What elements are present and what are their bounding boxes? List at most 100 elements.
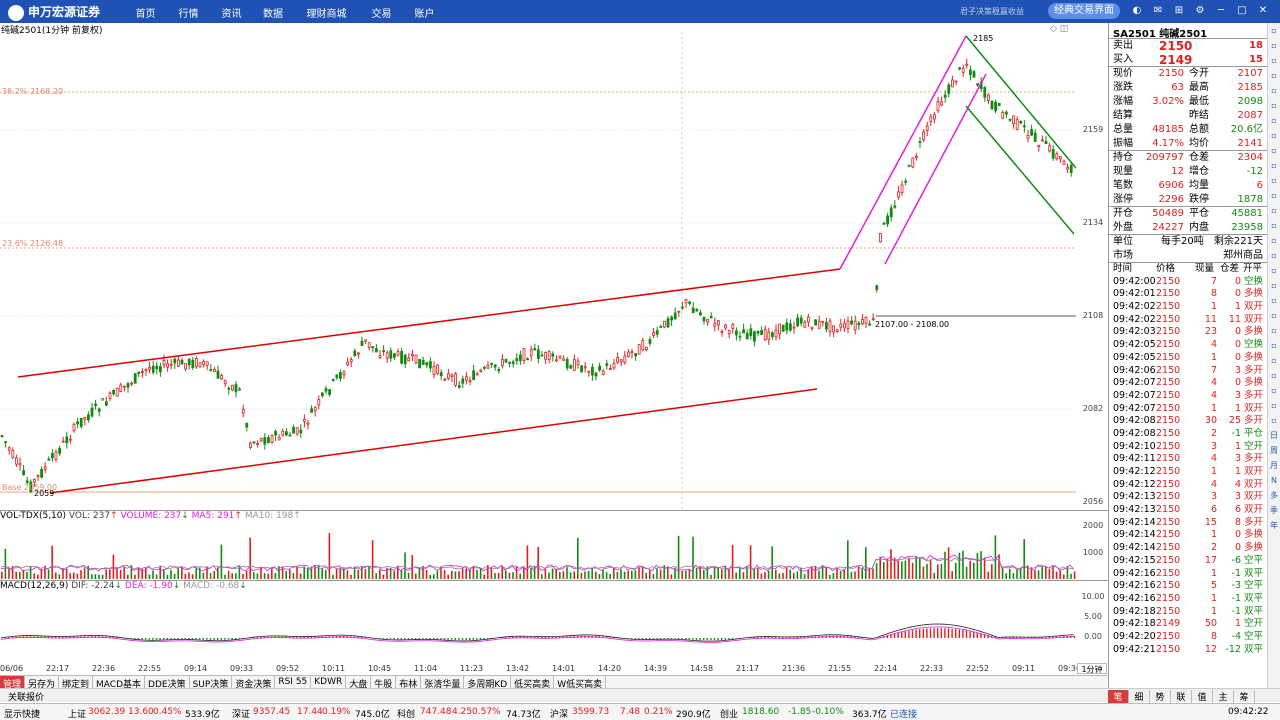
candle-body — [33, 479, 36, 483]
tool-icon[interactable]: ▫ — [1271, 371, 1277, 380]
period-shortcut[interactable]: 周 — [1270, 446, 1278, 455]
quote-cell: 总量 — [1113, 124, 1133, 135]
candle-body — [198, 362, 202, 368]
tool-icon[interactable]: ▫ — [1271, 296, 1277, 305]
quote-cell: 总额 — [1189, 124, 1209, 135]
indicator-tab[interactable]: 多周期KD — [464, 676, 512, 690]
tool-icon[interactable]: ▫ — [1271, 221, 1277, 230]
tool-icon[interactable]: ▫ — [1271, 26, 1277, 35]
tool-icon[interactable]: ▫ — [1271, 116, 1277, 125]
email-icon[interactable]: ✉ — [1153, 5, 1163, 16]
candle-body — [796, 317, 799, 327]
detail-tab[interactable]: 值 — [1192, 690, 1213, 703]
nav-trade[interactable]: 交易 — [371, 9, 392, 20]
indicator-tab[interactable]: KDWR — [311, 676, 347, 688]
volume-bar — [1073, 571, 1076, 579]
indicator-tab[interactable]: 管理 — [0, 676, 26, 690]
tick-cell: 3 — [1234, 453, 1241, 465]
indicator-tab[interactable]: 另存为 — [25, 676, 60, 690]
tool-icon[interactable]: ▫ — [1271, 161, 1277, 170]
tool-icon[interactable]: ▫ — [1271, 191, 1277, 200]
indicator-tab[interactable]: 张清华量 — [421, 676, 465, 690]
tool-icon[interactable]: ▫ — [1271, 416, 1277, 425]
tool-icon[interactable]: ▫ — [1271, 401, 1277, 410]
sz-name[interactable]: 深证 — [232, 710, 251, 720]
tool-icon[interactable]: ▫ — [1271, 56, 1277, 65]
tool-icon[interactable]: ▫ — [1271, 131, 1277, 140]
detail-tab[interactable]: 细 — [1129, 690, 1150, 703]
tick-cell: 4 — [1210, 453, 1217, 465]
tool-icon[interactable]: ▫ — [1271, 386, 1277, 395]
close-icon[interactable]: ✕ — [1258, 5, 1268, 16]
volume-bar — [490, 567, 493, 579]
tool-icon[interactable]: ▫ — [1271, 206, 1277, 215]
period-shortcut[interactable]: 日 — [1270, 431, 1278, 440]
tool-icon[interactable]: ▫ — [1271, 341, 1277, 350]
nav-news[interactable]: 资讯 — [221, 9, 242, 20]
indicator-tab[interactable]: RSI 55 — [275, 676, 312, 688]
indicator-tab[interactable]: DDE决策 — [145, 676, 190, 690]
indicator-tab[interactable]: W低买高卖 — [554, 676, 607, 690]
tool-icon[interactable]: ▫ — [1271, 356, 1277, 365]
tool-icon[interactable]: ▫ — [1271, 266, 1277, 275]
period-selector[interactable]: 1分钟 — [1077, 663, 1107, 674]
nav-home[interactable]: 首页 — [135, 9, 156, 20]
detail-tab[interactable]: 筹 — [1234, 690, 1255, 703]
indicator-tab[interactable]: 牛股 — [371, 676, 397, 690]
classic-trade-button[interactable]: 经典交易界面 — [1048, 3, 1120, 19]
indicator-tab[interactable]: 布林 — [396, 676, 422, 690]
indicator-tab[interactable]: 绑定到 — [59, 676, 94, 690]
theme-icon[interactable]: ◐ — [1132, 5, 1142, 16]
tool-icon[interactable]: ▫ — [1271, 326, 1277, 335]
volume-bar — [181, 566, 183, 579]
nav-quotes[interactable]: 行情 — [178, 9, 199, 20]
kc-name[interactable]: 科创 — [397, 710, 416, 720]
maximize-icon[interactable]: □ — [1237, 5, 1247, 16]
macd-bar — [134, 638, 136, 639]
cy-name[interactable]: 创业 — [720, 710, 739, 720]
nav-account[interactable]: 账户 — [414, 9, 435, 20]
indicator-tab[interactable]: 资金决策 — [232, 676, 276, 690]
volume-bar — [1041, 566, 1043, 579]
tool-icon[interactable]: ▫ — [1271, 311, 1277, 320]
tool-icon[interactable]: ▫ — [1271, 86, 1277, 95]
detail-tab[interactable]: 联 — [1171, 690, 1192, 703]
tool-icon[interactable]: ▫ — [1271, 146, 1277, 155]
detail-tab[interactable]: 势 — [1150, 690, 1171, 703]
candlestick-chart[interactable] — [0, 32, 1076, 510]
period-shortcut[interactable]: 多 — [1270, 491, 1278, 500]
indicator-tab[interactable]: SUP决策 — [190, 676, 233, 690]
period-shortcut[interactable]: 月 — [1270, 461, 1278, 470]
tool-icon[interactable]: ▫ — [1271, 41, 1277, 50]
hs-name[interactable]: 沪深 — [550, 710, 569, 720]
tool-icon[interactable]: ▫ — [1271, 101, 1277, 110]
indicator-tab[interactable]: 大盘 — [346, 676, 372, 690]
nav-data[interactable]: 数据 — [263, 9, 283, 20]
settings-icon[interactable]: ⚙ — [1195, 5, 1205, 16]
chart-controls-icon[interactable]: ◇ ◫ — [1050, 24, 1069, 34]
quick-display-toggle[interactable]: 显示快捷 — [4, 710, 41, 720]
grid-icon[interactable]: ⊞ — [1174, 5, 1184, 16]
candle-body — [338, 372, 342, 380]
nav-mall[interactable]: 理财商城 — [306, 9, 347, 20]
sh-name[interactable]: 上证 — [68, 710, 87, 720]
tick-row: 09:42:02 2150 11 11 双开 — [1109, 314, 1267, 327]
tool-icon[interactable]: ▫ — [1271, 281, 1277, 290]
macd-bar — [515, 636, 518, 638]
volume-bar — [505, 570, 507, 579]
detail-tab[interactable]: 主 — [1213, 690, 1234, 703]
indicator-tab[interactable]: MACD基本 — [93, 676, 146, 690]
tool-icon[interactable]: ▫ — [1271, 71, 1277, 80]
tool-icon[interactable]: ▫ — [1271, 176, 1277, 185]
detail-tab[interactable]: 笔 — [1108, 690, 1129, 703]
related-quotes-link[interactable]: 关联报价 — [8, 693, 45, 703]
indicator-tab[interactable]: 低买高卖 — [511, 676, 555, 690]
candle-body — [623, 355, 627, 363]
period-shortcut[interactable]: 年 — [1270, 521, 1278, 530]
period-shortcut[interactable]: N — [1271, 476, 1277, 485]
tool-icon[interactable]: ▫ — [1271, 236, 1277, 245]
tick-list[interactable]: 09:42:00 2150 7 0 空换 09:42:01 2150 8 0 多换 09:42:02… — [1109, 276, 1267, 657]
tool-icon[interactable]: ▫ — [1271, 251, 1277, 260]
period-shortcut[interactable]: 季 — [1270, 506, 1278, 515]
minimize-icon[interactable]: ─ — [1217, 5, 1225, 16]
